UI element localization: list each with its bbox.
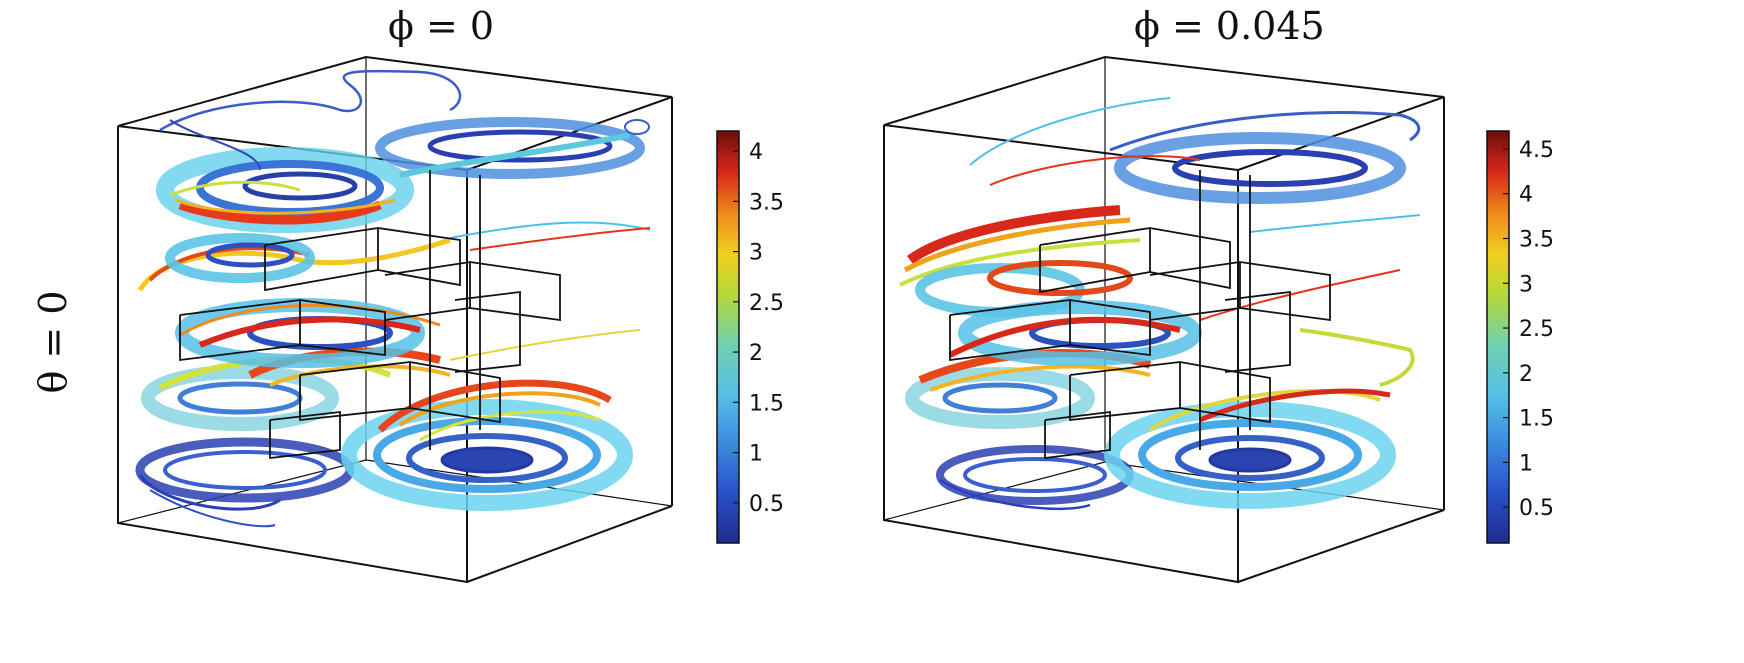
- colorbar-tick-label: 4.5: [1519, 138, 1554, 163]
- panel-2-colorbar-ticks: 4.5 4 3.5 3 2.5 2 1.5 1 0.5: [1503, 138, 1554, 521]
- colorbar-tick-label: 1: [749, 442, 763, 467]
- panel-2-inner-blocks: [949, 170, 1331, 460]
- colorbar-tick-label: 2: [749, 341, 763, 366]
- colorbar-tick-label: 1: [1519, 451, 1533, 476]
- panel-1-colorbar: 4 3.5 3 2.5 2 1.5 1 0.5: [716, 130, 784, 544]
- panel-1-lower-right-vortex: [341, 379, 633, 511]
- panel-2-title: ϕ = 0.045: [1134, 4, 1325, 48]
- colorbar-tick-label: 1.5: [749, 391, 784, 416]
- colorbar-tick-label: 0.5: [749, 492, 784, 517]
- colorbar-tick-label: 2.5: [1519, 317, 1554, 342]
- panel-2-cube-frame: [883, 55, 1445, 584]
- panel-2-upper-streams: [899, 97, 1421, 317]
- colorbar-tick-label: 2.5: [749, 291, 784, 316]
- colorbar-tick-label: 4: [749, 140, 763, 165]
- panel-2-colorbar-gradient: [1486, 130, 1510, 544]
- panel-2-colorbar: 4.5 4 3.5 3 2.5 2 1.5 1 0.5: [1486, 130, 1554, 544]
- colorbar-tick-label: 0.5: [1519, 496, 1554, 521]
- panel-2-lower-loops: [936, 445, 1134, 511]
- colorbar-tick-label: 3.5: [1519, 227, 1554, 252]
- panel-1-colorbar-gradient: [716, 130, 740, 544]
- panel-1-scene: [117, 55, 673, 584]
- panel-2-middle-streams: [905, 269, 1401, 429]
- colorbar-tick-label: 3: [749, 241, 763, 266]
- panel-1-middle-streams: [141, 298, 451, 431]
- colorbar-tick-label: 3.5: [749, 190, 784, 215]
- panel-1-lower-loops: [135, 437, 355, 528]
- colorbar-tick-label: 1.5: [1519, 407, 1554, 432]
- panel-1-upper-streams: [137, 69, 651, 361]
- panel-1-title: ϕ = 0: [388, 4, 495, 48]
- panel-2-scene: [883, 55, 1445, 584]
- colorbar-tick-label: 3: [1519, 272, 1533, 297]
- colorbar-tick-label: 4: [1519, 183, 1533, 208]
- panel-1-colorbar-ticks: 4 3.5 3 2.5 2 1.5 1 0.5: [733, 140, 784, 517]
- panel-1-inner-blocks: [179, 170, 561, 460]
- colorbar-tick-label: 2: [1519, 362, 1533, 387]
